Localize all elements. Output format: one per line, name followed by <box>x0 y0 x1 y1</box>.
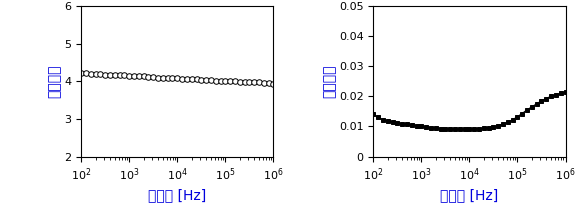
X-axis label: 周波数 [Hz]: 周波数 [Hz] <box>440 188 499 202</box>
X-axis label: 周波数 [Hz]: 周波数 [Hz] <box>148 188 206 202</box>
Y-axis label: 比誘電率: 比誘電率 <box>48 65 61 98</box>
Y-axis label: 誘電正接: 誘電正接 <box>322 65 336 98</box>
